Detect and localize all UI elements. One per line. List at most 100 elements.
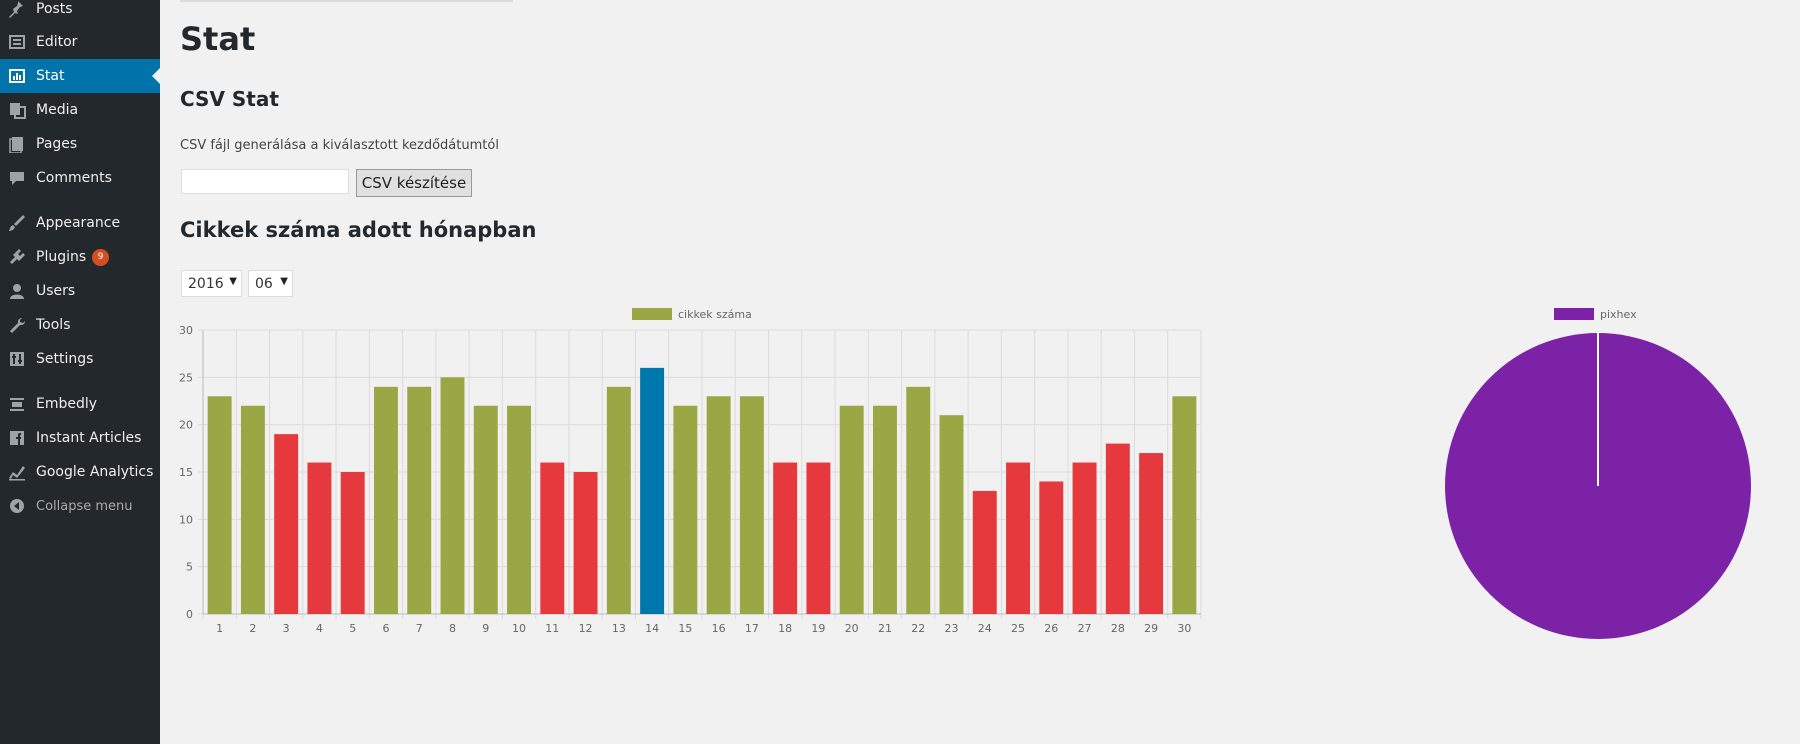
bar-day-18[interactable] — [773, 462, 798, 614]
bar-day-9[interactable] — [473, 405, 498, 614]
collapse-menu-label: Collapse menu — [36, 498, 133, 514]
bar-day-23[interactable] — [939, 415, 964, 614]
y-tick-label: 5 — [186, 561, 193, 574]
x-tick-label: 30 — [1177, 622, 1191, 635]
sidebar-item-tools[interactable]: Tools — [0, 308, 160, 342]
sidebar-item-label: Posts — [36, 1, 73, 17]
collapse-menu-button[interactable]: Collapse menu — [0, 489, 160, 523]
bar-day-26[interactable] — [1039, 481, 1064, 614]
bar-day-21[interactable] — [872, 405, 897, 614]
sidebar-item-comments[interactable]: Comments — [0, 161, 160, 195]
y-tick-label: 30 — [179, 324, 193, 337]
bar-day-20[interactable] — [839, 405, 864, 614]
chevron-down-icon: ▼ — [229, 276, 237, 287]
bar-day-25[interactable] — [1006, 462, 1031, 614]
x-tick-label: 23 — [945, 622, 959, 635]
bar-day-30[interactable] — [1172, 396, 1197, 614]
brush-icon — [7, 213, 27, 233]
sidebar-item-label: Media — [36, 102, 79, 118]
x-tick-label: 27 — [1078, 622, 1092, 635]
sidebar-item-media[interactable]: Media — [0, 93, 160, 127]
page-title: Stat — [180, 20, 256, 58]
bar-day-11[interactable] — [540, 462, 565, 614]
year-select[interactable]: 2016 ▼ — [181, 270, 242, 297]
sidebar-item-settings[interactable]: Settings — [0, 342, 160, 376]
wrench-icon — [7, 315, 27, 335]
bar-day-8[interactable] — [440, 377, 465, 614]
bar-day-4[interactable] — [307, 462, 332, 614]
sidebar-item-editor[interactable]: Editor — [0, 25, 160, 59]
bar-day-15[interactable] — [673, 405, 698, 614]
x-tick-label: 17 — [745, 622, 759, 635]
x-tick-label: 24 — [978, 622, 992, 635]
csv-generate-button[interactable]: CSV készítése — [356, 169, 472, 197]
month-select[interactable]: 06 ▼ — [248, 270, 293, 297]
bar-day-16[interactable] — [706, 396, 731, 614]
x-tick-label: 6 — [382, 622, 389, 635]
sidebar-item-appearance[interactable]: Appearance — [0, 206, 160, 240]
top-divider — [180, 0, 513, 2]
sidebar-item-google-analytics[interactable]: Google Analytics — [0, 455, 160, 489]
bar-day-1[interactable] — [207, 396, 232, 614]
sidebar-item-users[interactable]: Users — [0, 274, 160, 308]
x-tick-label: 9 — [482, 622, 489, 635]
bar-day-12[interactable] — [573, 472, 598, 614]
bar-day-17[interactable] — [739, 396, 764, 614]
bar-day-5[interactable] — [340, 472, 365, 614]
y-tick-label: 10 — [179, 513, 193, 526]
x-tick-label: 15 — [678, 622, 692, 635]
embed-icon — [7, 394, 27, 414]
x-tick-label: 26 — [1044, 622, 1058, 635]
x-tick-label: 10 — [512, 622, 526, 635]
comment-icon — [7, 168, 27, 188]
editor-icon — [7, 32, 27, 52]
sidebar-item-label: Plugins — [36, 249, 87, 265]
sidebar-item-label: Settings — [36, 351, 94, 367]
sidebar-item-embedly[interactable]: Embedly — [0, 387, 160, 421]
sidebar-item-label: Pages — [36, 136, 78, 152]
chevron-down-icon: ▼ — [280, 276, 288, 287]
update-count-badge: 9 — [92, 248, 110, 266]
bar-day-13[interactable] — [606, 386, 631, 614]
x-tick-label: 13 — [612, 622, 626, 635]
x-tick-label: 4 — [316, 622, 323, 635]
pages-icon — [7, 134, 27, 154]
sidebar-item-instant-articles[interactable]: Instant Articles — [0, 421, 160, 455]
bar-day-19[interactable] — [806, 462, 831, 614]
pixhex-pie-chart: pixhex — [1445, 308, 1751, 639]
y-tick-label: 0 — [186, 608, 193, 621]
x-tick-label: 25 — [1011, 622, 1025, 635]
sidebar-item-label: Appearance — [36, 215, 121, 231]
bar-day-29[interactable] — [1139, 453, 1164, 614]
sidebar-item-pages[interactable]: Pages — [0, 127, 160, 161]
bar-day-28[interactable] — [1105, 443, 1130, 614]
bar-day-24[interactable] — [972, 490, 997, 614]
bar-day-14[interactable] — [640, 367, 665, 614]
sidebar-item-stat[interactable]: Stat — [0, 59, 160, 93]
x-tick-label: 2 — [249, 622, 256, 635]
x-tick-label: 21 — [878, 622, 892, 635]
csv-start-date-input[interactable] — [181, 169, 349, 194]
month-select-value: 06 — [255, 275, 273, 292]
bar-day-3[interactable] — [274, 434, 299, 614]
bar-day-2[interactable] — [240, 405, 265, 614]
x-tick-label: 11 — [545, 622, 559, 635]
x-tick-label: 14 — [645, 622, 659, 635]
user-icon — [7, 281, 27, 301]
bar-day-6[interactable] — [373, 386, 398, 614]
bar-day-22[interactable] — [906, 386, 931, 614]
chart-section-title: Cikkek száma adott hónapban — [180, 218, 537, 242]
sidebar-item-label: Instant Articles — [36, 430, 142, 446]
sidebar-item-label: Comments — [36, 170, 112, 186]
admin-sidebar: Posts Editor Stat Media Pages Comments Appeara… — [0, 0, 160, 744]
legend-label: cikkek száma — [678, 308, 752, 321]
sidebar-item-label: Stat — [36, 68, 65, 84]
analytics-icon — [7, 462, 27, 482]
sidebar-item-label: Editor — [36, 34, 78, 50]
sidebar-item-plugins[interactable]: Plugins 9 — [0, 240, 160, 274]
bar-day-7[interactable] — [407, 386, 432, 614]
x-tick-label: 8 — [449, 622, 456, 635]
bar-day-27[interactable] — [1072, 462, 1097, 614]
sidebar-item-posts[interactable]: Posts — [0, 0, 160, 26]
bar-day-10[interactable] — [507, 405, 532, 614]
